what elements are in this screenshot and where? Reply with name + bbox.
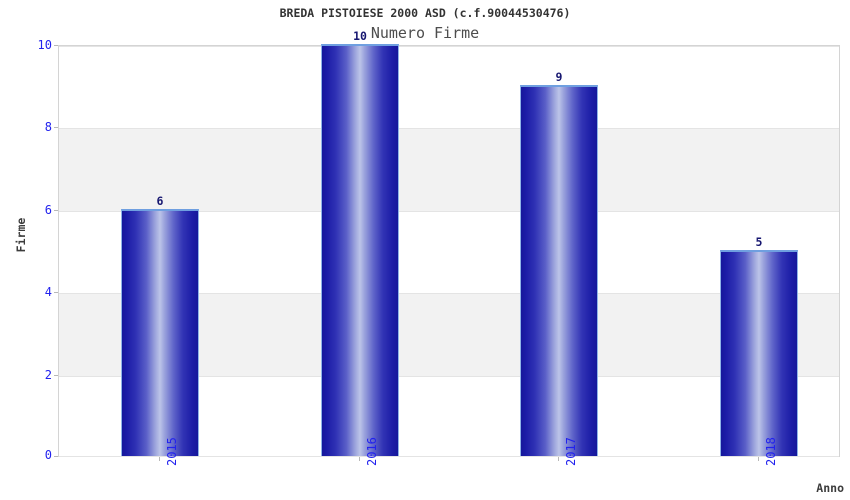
bar-value-label-2016: 10 (353, 29, 367, 43)
x-tick-mark-2016 (359, 457, 360, 461)
gridline-8 (59, 128, 839, 130)
x-tick-mark-2015 (159, 457, 160, 461)
y-tick-mark-8 (54, 127, 58, 129)
y-tick-label-10: 10 (37, 38, 52, 52)
y-tick-mark-0 (54, 456, 58, 457)
gridline-6 (59, 210, 839, 212)
bar-2015[interactable] (121, 208, 199, 456)
gridline-2 (59, 375, 839, 377)
chart-subtitle: Numero Firme (370, 24, 480, 42)
x-tick-label-2016: 2016 (365, 437, 379, 466)
y-tick-mark-10 (54, 45, 58, 46)
y-axis-ticks: 10 8 6 4 2 0 (8, 39, 52, 461)
bar-value-label-2017: 9 (555, 70, 563, 84)
plot-area: 6 10 9 5 (58, 29, 840, 457)
bar-2017[interactable] (520, 85, 598, 456)
gridline-10 (59, 46, 839, 47)
y-tick-label-6: 6 (44, 202, 52, 217)
x-tick-mark-2018 (758, 457, 759, 461)
gridline-4 (59, 293, 839, 295)
x-tick-label-2015: 2015 (165, 437, 179, 466)
x-tick-label-2018: 2018 (764, 437, 778, 466)
y-tick-label-0: 0 (44, 448, 52, 462)
y-tick-label-8: 8 (44, 120, 52, 135)
y-tick-mark-2 (54, 374, 58, 376)
chart-title: BREDA PISTOIESE 2000 ASD (c.f.9004453047… (279, 6, 571, 20)
y-tick-mark-4 (54, 292, 58, 294)
background-band-8-6 (59, 128, 839, 211)
y-tick-label-2: 2 (44, 367, 52, 382)
bar-2018[interactable] (720, 250, 798, 456)
x-axis-title: Anno (816, 481, 844, 495)
bar-value-label-2018: 5 (755, 235, 763, 249)
x-tick-mark-2017 (558, 457, 559, 461)
bar-value-label-2015: 6 (156, 194, 164, 208)
y-axis-title: Firme (14, 217, 28, 253)
x-tick-label-2017: 2017 (564, 437, 578, 466)
bar-2016[interactable] (321, 44, 399, 456)
y-tick-label-4: 4 (44, 285, 52, 300)
y-tick-mark-6 (54, 209, 58, 211)
gridline-0 (59, 456, 839, 457)
